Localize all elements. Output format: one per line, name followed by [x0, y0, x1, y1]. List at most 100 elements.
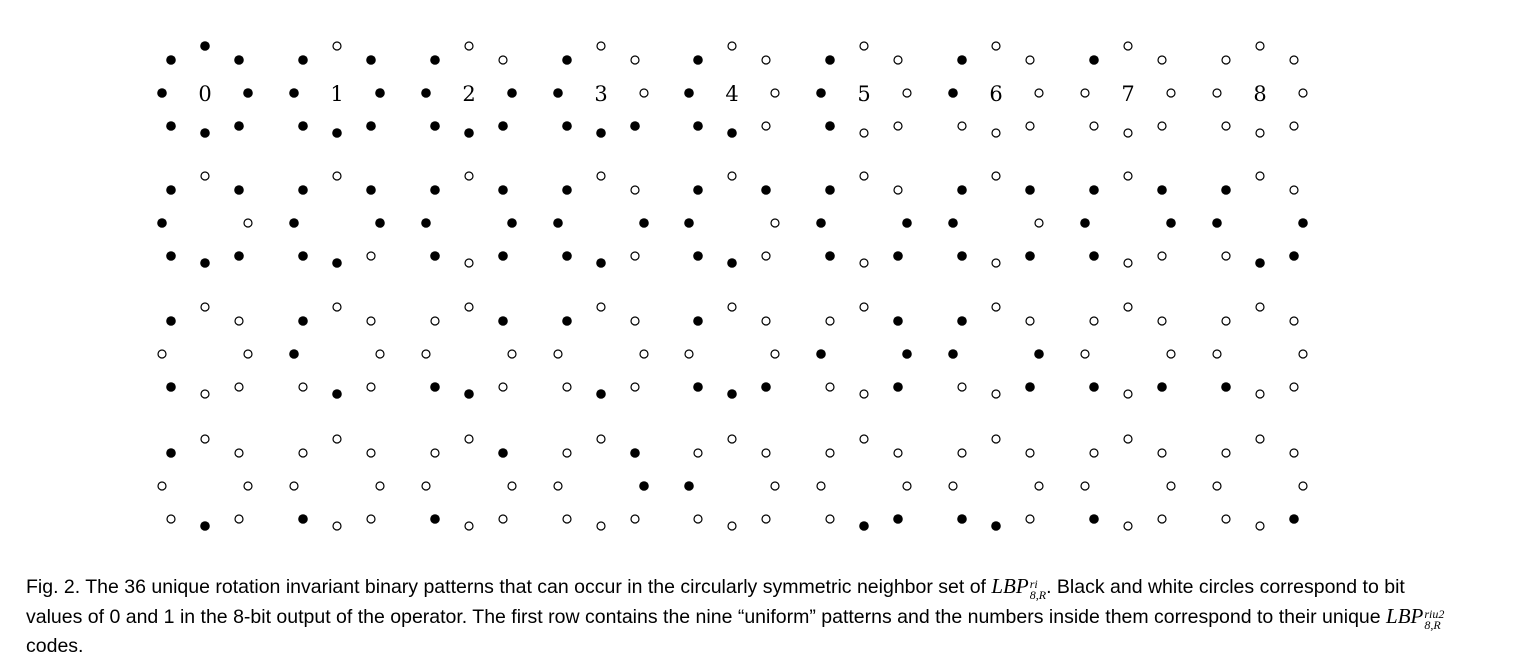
white-neighbor-dot [464, 302, 474, 312]
white-neighbor-dot [464, 41, 474, 51]
white-neighbor-dot [957, 382, 967, 392]
white-neighbor-dot [421, 349, 431, 359]
black-neighbor-dot [1025, 185, 1035, 195]
white-neighbor-dot [243, 481, 253, 491]
white-neighbor-dot [859, 389, 869, 399]
black-neighbor-dot [375, 88, 385, 98]
white-neighbor-dot [1025, 121, 1035, 131]
white-neighbor-dot [430, 448, 440, 458]
white-neighbor-dot [693, 448, 703, 458]
black-neighbor-dot [957, 185, 967, 195]
lbp-pattern [553, 434, 649, 531]
black-neighbor-dot [298, 251, 308, 261]
black-neighbor-dot [464, 128, 474, 138]
lbp-pattern: 3 [553, 41, 649, 138]
white-neighbor-dot [1255, 521, 1265, 531]
black-neighbor-dot [1289, 514, 1299, 524]
black-neighbor-dot [234, 121, 244, 131]
lbp-pattern [684, 434, 780, 531]
black-neighbor-dot [464, 389, 474, 399]
black-neighbor-dot [289, 88, 299, 98]
white-neighbor-dot [761, 316, 771, 326]
lbp-pattern [1080, 434, 1176, 531]
math-base: LBP [991, 574, 1029, 598]
black-neighbor-dot [421, 88, 431, 98]
white-neighbor-dot [957, 448, 967, 458]
black-neighbor-dot [727, 389, 737, 399]
white-neighbor-dot [1157, 448, 1167, 458]
white-neighbor-dot [200, 434, 210, 444]
black-neighbor-dot [1089, 382, 1099, 392]
lbp-pattern: 0 [157, 41, 253, 138]
lbp-pattern [816, 302, 912, 399]
white-neighbor-dot [332, 41, 342, 51]
white-neighbor-dot [1289, 121, 1299, 131]
black-neighbor-dot [298, 121, 308, 131]
black-neighbor-dot [684, 481, 694, 491]
white-neighbor-dot [157, 349, 167, 359]
white-neighbor-dot [1166, 481, 1176, 491]
uniform-code-label: 1 [330, 82, 343, 106]
white-neighbor-dot [1123, 521, 1133, 531]
white-neighbor-dot [243, 349, 253, 359]
black-neighbor-dot [639, 218, 649, 228]
white-neighbor-dot [366, 382, 376, 392]
white-neighbor-dot [596, 171, 606, 181]
white-neighbor-dot [859, 41, 869, 51]
lbp-pattern [948, 171, 1044, 268]
white-neighbor-dot [234, 316, 244, 326]
black-neighbor-dot [430, 55, 440, 65]
lbp-pattern: 8 [1212, 41, 1308, 138]
lbp-pattern [816, 171, 912, 268]
white-neighbor-dot [430, 316, 440, 326]
black-neighbor-dot [200, 128, 210, 138]
white-neighbor-dot [1221, 448, 1231, 458]
lbp-pattern [1212, 171, 1308, 268]
black-neighbor-dot [553, 88, 563, 98]
white-neighbor-dot [1298, 349, 1308, 359]
black-neighbor-dot [289, 218, 299, 228]
white-neighbor-dot [498, 514, 508, 524]
white-neighbor-dot [1157, 251, 1167, 261]
white-neighbor-dot [298, 448, 308, 458]
math-sup: ri [1029, 577, 1038, 591]
white-neighbor-dot [770, 481, 780, 491]
black-neighbor-dot [596, 389, 606, 399]
black-neighbor-dot [1289, 251, 1299, 261]
white-neighbor-dot [289, 481, 299, 491]
black-neighbor-dot [430, 514, 440, 524]
black-neighbor-dot [893, 316, 903, 326]
black-neighbor-dot [693, 316, 703, 326]
black-neighbor-dot [816, 349, 826, 359]
white-neighbor-dot [825, 316, 835, 326]
white-neighbor-dot [464, 258, 474, 268]
black-neighbor-dot [825, 251, 835, 261]
white-neighbor-dot [1212, 481, 1222, 491]
white-neighbor-dot [761, 514, 771, 524]
white-neighbor-dot [1255, 171, 1265, 181]
black-neighbor-dot [562, 251, 572, 261]
white-neighbor-dot [1123, 41, 1133, 51]
white-neighbor-dot [1221, 121, 1231, 131]
black-neighbor-dot [200, 41, 210, 51]
black-neighbor-dot [332, 258, 342, 268]
white-neighbor-dot [991, 434, 1001, 444]
lbp-pattern-figure: 0 1 2 3 4 5 6 7 8 [157, 41, 1308, 531]
math-sup: riu2 [1424, 607, 1445, 621]
white-neighbor-dot [1089, 448, 1099, 458]
white-neighbor-dot [464, 171, 474, 181]
lbp-pattern [289, 171, 385, 268]
lbp-pattern: 1 [289, 41, 385, 138]
uniform-code-label: 6 [989, 82, 1002, 106]
white-neighbor-dot [332, 521, 342, 531]
black-neighbor-dot [562, 185, 572, 195]
white-neighbor-dot [727, 521, 737, 531]
black-neighbor-dot [825, 185, 835, 195]
white-neighbor-dot [1123, 258, 1133, 268]
lbp-pattern [421, 171, 517, 268]
white-neighbor-dot [366, 316, 376, 326]
white-neighbor-dot [1157, 316, 1167, 326]
math-supsub: riu2 8,R [1424, 607, 1445, 631]
white-neighbor-dot [859, 258, 869, 268]
white-neighbor-dot [596, 521, 606, 531]
